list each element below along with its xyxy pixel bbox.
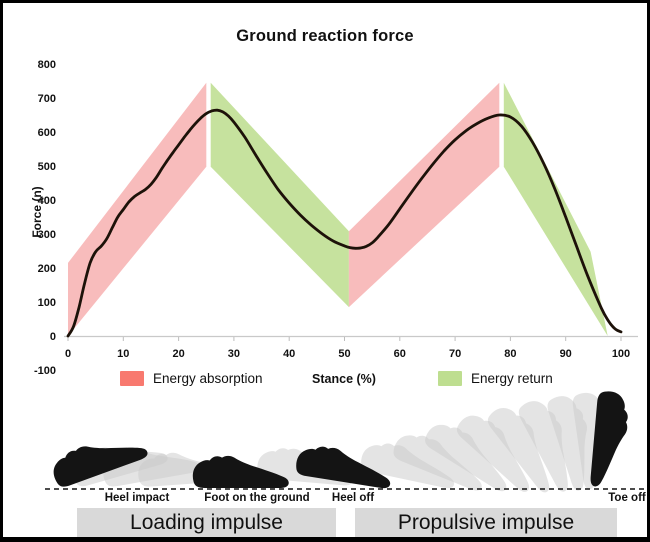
x-tick-label: 60: [394, 348, 406, 360]
shoe-ghost-icon: [361, 443, 455, 489]
legend-energy-absorption: Energy absorption: [120, 371, 263, 386]
x-tick-label: 100: [612, 348, 630, 360]
shoe-ghost-icon: [487, 408, 550, 493]
y-tick-label: 200: [38, 263, 56, 275]
x-tick-label: 90: [560, 348, 572, 360]
y-tick-label: 500: [38, 161, 56, 173]
shoe-ghost-icon: [456, 415, 530, 492]
shoe-toe-off-icon: [590, 391, 628, 487]
propulsive-impulse-label: Propulsive impulse: [397, 511, 575, 534]
propulsive-impulse-box: Propulsive impulse: [355, 508, 617, 538]
shoe-heel-off-icon: [296, 446, 391, 489]
x-tick-label: 20: [172, 348, 184, 360]
y-tick-label: 400: [38, 195, 56, 207]
energy-return-label: Energy return: [471, 371, 553, 386]
y-tick-label: 700: [38, 93, 56, 105]
grf-curve: [66, 108, 623, 338]
x-tick-label: 50: [338, 348, 350, 360]
y-tick-label: 0: [50, 331, 56, 343]
energy-return-band-2: [503, 82, 608, 336]
shoe-heel-impact-icon: [53, 446, 148, 487]
x-tick-label: 70: [449, 348, 461, 360]
energy-absorption-swatch-icon: [120, 371, 144, 386]
y-tick-label: 600: [38, 127, 56, 139]
loading-impulse-label: Loading impulse: [130, 511, 283, 534]
legend-energy-return: Energy return: [438, 371, 553, 386]
shoe-foot-on-ground-icon: [192, 455, 289, 489]
y-tick-label: 100: [38, 297, 56, 309]
chart-title: Ground reaction force: [236, 27, 414, 45]
x-tick-label: 80: [504, 348, 516, 360]
shoe-ghost-icon: [425, 424, 507, 492]
x-tick-label: 0: [65, 348, 71, 360]
energy-absorption-label: Energy absorption: [153, 371, 263, 386]
y-tick-label: 300: [38, 229, 56, 241]
shoe-ghost-icon: [393, 435, 482, 491]
energy-return-swatch-icon: [438, 371, 462, 386]
y-tick-label: 800: [38, 59, 56, 71]
energy-absorption-band-2: [348, 82, 500, 308]
x-tick-label: 10: [117, 348, 129, 360]
y-tick-label: -100: [34, 365, 56, 377]
bottom-border-bar: [0, 537, 650, 542]
loading-impulse-box: Loading impulse: [77, 508, 336, 538]
x-axis-title: Stance (%): [312, 372, 376, 386]
energy-absorption-band-1: [68, 82, 207, 336]
x-tick-label: 40: [283, 348, 295, 360]
x-tick-label: 30: [228, 348, 240, 360]
